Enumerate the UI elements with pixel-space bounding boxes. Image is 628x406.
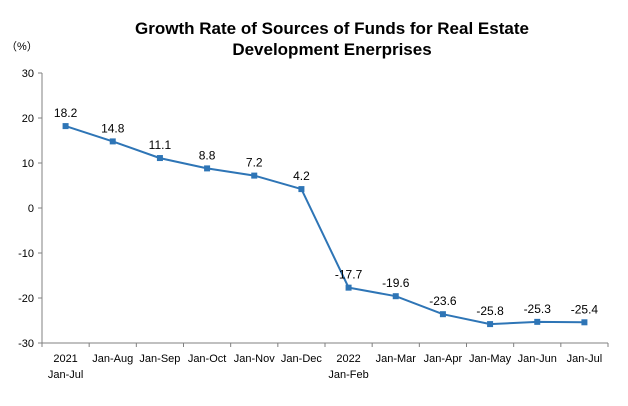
- data-point-marker: [439, 311, 446, 318]
- y-tick-label: 30: [22, 68, 34, 80]
- series-line: [65, 125, 585, 326]
- y-tick-label: 20: [22, 113, 34, 125]
- data-point-label: 11.1: [149, 138, 172, 152]
- x-tick-label: Jan-Dec: [281, 353, 322, 365]
- data-point-marker: [392, 293, 399, 300]
- y-tick-label: 0: [28, 203, 34, 215]
- data-markers: [62, 123, 588, 328]
- data-point-label: 8.8: [199, 148, 216, 162]
- x-tick-label: Jan-Nov: [234, 353, 275, 365]
- data-point-marker: [581, 319, 588, 326]
- data-point-marker: [204, 165, 211, 172]
- x-tick-label: Jan-May: [469, 353, 512, 365]
- data-point-label: -17.7: [335, 268, 363, 282]
- x-tick-label: 2022: [336, 353, 360, 365]
- chart-title-line-2: Development Enerprises: [232, 40, 431, 59]
- x-tick-label: Jan-Aug: [92, 353, 133, 365]
- x-axis-ticks: 2021 Jan-Jul Jan-Aug Jan-Sep Jan-Oct Jan-Nov J…: [41, 343, 609, 381]
- data-point-label: -23.6: [429, 294, 457, 308]
- y-axis-ticks: 30 20 10 0 -10 -20 -30: [18, 68, 42, 350]
- unit-label: （%）: [6, 40, 38, 53]
- y-tick-label: -10: [18, 248, 34, 260]
- data-point-label: -19.6: [382, 276, 410, 290]
- y-tick-label: 10: [22, 158, 34, 170]
- data-point-marker: [298, 186, 305, 193]
- x-tick-label: Jan-Mar: [376, 353, 417, 365]
- data-point-marker: [109, 138, 116, 145]
- y-tick-label: -20: [18, 293, 34, 305]
- data-point-marker: [534, 318, 541, 325]
- data-point-marker: [345, 284, 352, 291]
- x-tick-label-line-2: Jan-Feb: [328, 369, 368, 381]
- x-tick-label: Jan-Jun: [518, 353, 557, 365]
- data-point-marker: [62, 123, 69, 130]
- data-point-label: -25.8: [476, 304, 504, 318]
- data-point-label: 14.8: [101, 121, 125, 135]
- data-labels: 18.2 14.8 11.1 8.8 7.2 4.2 -17.7 -19.6 -23.6 -25.…: [54, 106, 599, 318]
- y-tick-label: -30: [18, 338, 34, 350]
- data-point-label: 7.2: [246, 156, 263, 170]
- data-point-marker: [487, 321, 494, 328]
- data-point-marker: [251, 172, 258, 179]
- data-point-label: -25.4: [571, 302, 599, 316]
- data-point-label: 4.2: [293, 169, 310, 183]
- chart-title-line-1: Growth Rate of Sources of Funds for Real…: [135, 19, 529, 38]
- x-tick-label: 2021: [53, 353, 77, 365]
- x-tick-label: Jan-Jul: [567, 353, 602, 365]
- data-point-marker: [156, 155, 163, 162]
- x-tick-label: Jan-Sep: [139, 353, 180, 365]
- x-tick-label: Jan-Apr: [424, 353, 463, 365]
- x-tick-label: Jan-Oct: [188, 353, 227, 365]
- data-point-label: 18.2: [54, 106, 78, 120]
- data-point-label: -25.3: [524, 302, 552, 316]
- x-tick-label-line-2: Jan-Jul: [48, 369, 83, 381]
